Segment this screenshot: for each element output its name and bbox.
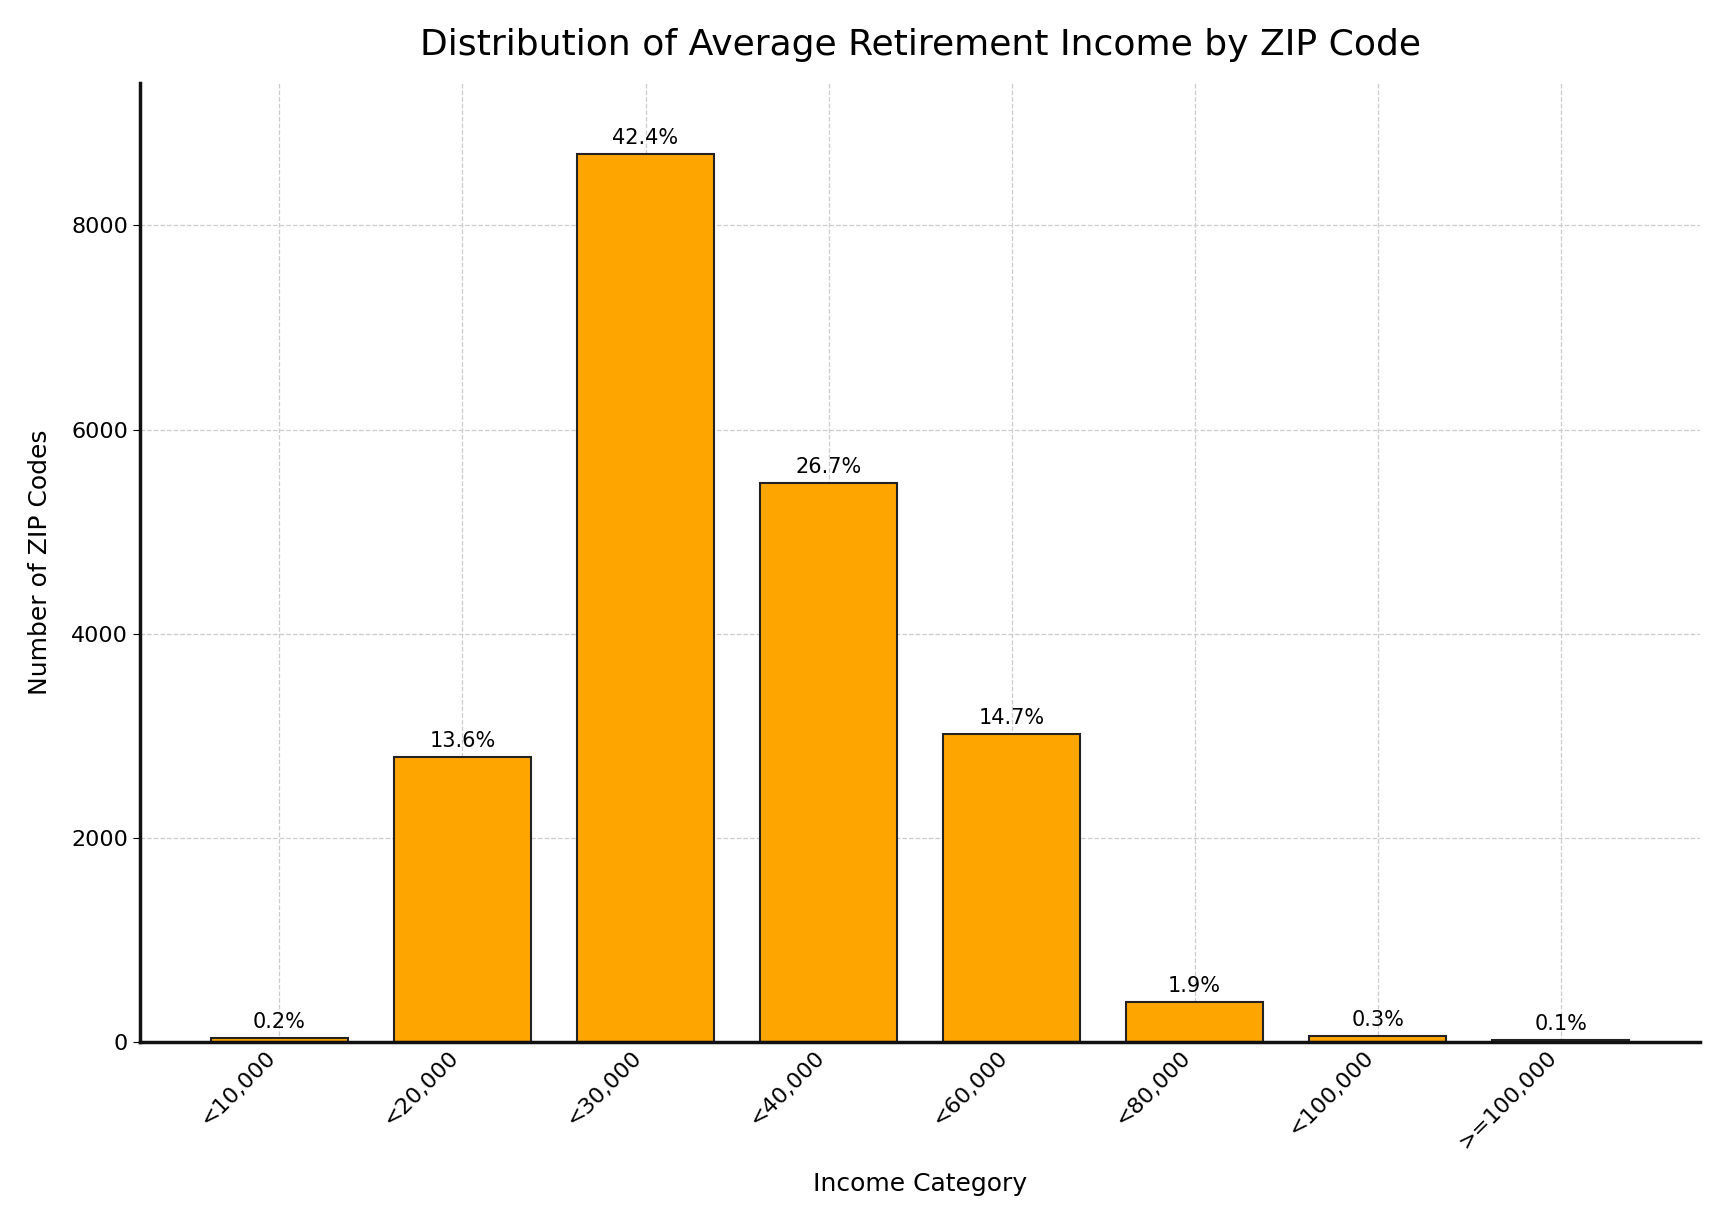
Bar — [943, 734, 1080, 1042]
Text: 13.6%: 13.6% — [429, 731, 496, 750]
Text: 0.2%: 0.2% — [252, 1012, 306, 1032]
X-axis label: Income Category: Income Category — [812, 1173, 1026, 1196]
Bar — [577, 154, 714, 1042]
Bar — [760, 482, 897, 1042]
Bar — [1491, 1040, 1630, 1042]
Text: 42.4%: 42.4% — [612, 127, 679, 148]
Bar — [1310, 1036, 1446, 1042]
Text: 26.7%: 26.7% — [795, 457, 862, 476]
Bar — [394, 756, 530, 1042]
Text: 14.7%: 14.7% — [978, 709, 1045, 728]
Bar — [1127, 1002, 1263, 1042]
Text: 0.3%: 0.3% — [1351, 1010, 1405, 1029]
Bar — [211, 1038, 347, 1042]
Y-axis label: Number of ZIP Codes: Number of ZIP Codes — [28, 430, 52, 695]
Text: 0.1%: 0.1% — [1534, 1013, 1586, 1034]
Title: Distribution of Average Retirement Income by ZIP Code: Distribution of Average Retirement Incom… — [420, 28, 1420, 61]
Text: 1.9%: 1.9% — [1168, 977, 1222, 996]
